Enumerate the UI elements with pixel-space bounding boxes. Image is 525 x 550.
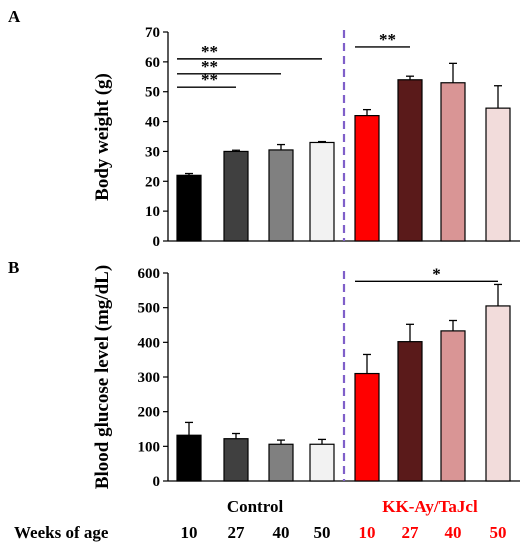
week-tick-label: 40	[273, 523, 290, 542]
a-y-tick-label: 30	[145, 144, 160, 160]
week-tick-label: 10	[359, 523, 376, 542]
weeks-row: 10 27 40 50 10 27 40 50	[181, 523, 507, 542]
week-tick-label: 40	[445, 523, 462, 542]
panel-b-plot: 0 100 200 300 400 500 600 *	[138, 264, 520, 490]
a-bar	[440, 82, 466, 242]
b-bar	[268, 443, 294, 482]
a-significance-label: **	[201, 42, 218, 61]
week-tick-label: 27	[402, 523, 420, 542]
b-y-tick-label: 100	[138, 439, 161, 455]
a-y-tick-label: 60	[145, 55, 160, 71]
b-y-tick-label: 400	[138, 335, 161, 351]
b-bar	[309, 443, 335, 482]
panel-b-label: B	[8, 258, 19, 277]
week-tick-label: 27	[228, 523, 246, 542]
a-significance-label: **	[379, 30, 396, 49]
a-y-tick-label: 20	[145, 174, 160, 190]
a-y-tick-label: 0	[153, 234, 161, 250]
a-y-tick-label: 10	[145, 204, 160, 220]
panel-a: A Body weight (g) 010203040506070*******…	[8, 7, 520, 250]
b-y-tick-label: 200	[138, 405, 161, 421]
control-group-label: Control	[227, 497, 284, 516]
a-significance-label: **	[201, 57, 218, 76]
b-y-tick-label: 600	[138, 266, 161, 282]
a-y-tick-label: 70	[145, 25, 160, 41]
b-y-tick-label: 0	[153, 474, 161, 490]
b-bar	[397, 341, 423, 482]
a-bar	[268, 149, 294, 242]
b-significance-label: *	[432, 264, 441, 283]
a-bar	[354, 114, 380, 242]
a-bar	[397, 79, 423, 242]
panel-a-ylabel: Body weight (g)	[92, 73, 113, 201]
b-bar	[440, 330, 466, 482]
week-tick-label: 50	[490, 523, 507, 542]
a-bar	[309, 141, 335, 242]
weeks-of-age-label: Weeks of age	[14, 523, 109, 542]
a-significance-label: **	[201, 70, 218, 89]
week-tick-label: 50	[314, 523, 331, 542]
b-y-tick-label: 300	[138, 370, 161, 386]
a-bar	[176, 174, 202, 242]
panel-a-label: A	[8, 7, 21, 26]
a-y-tick-label: 50	[145, 85, 160, 101]
kk-group-label: KK-Ay/TaJcl	[382, 497, 478, 516]
b-bar	[176, 434, 202, 482]
a-y-tick-label: 40	[145, 115, 160, 131]
b-bar	[354, 372, 380, 482]
b-bar	[223, 438, 249, 482]
b-bar	[485, 305, 511, 482]
panel-b-ylabel: Blood glucose level (mg/dL)	[92, 265, 113, 489]
a-bar	[485, 107, 511, 242]
a-bar	[223, 150, 249, 242]
panel-b: B Blood glucose level (mg/dL) 0 100 200 300…	[8, 258, 520, 490]
b-y-tick-label: 500	[138, 301, 161, 317]
week-tick-label: 10	[181, 523, 198, 542]
